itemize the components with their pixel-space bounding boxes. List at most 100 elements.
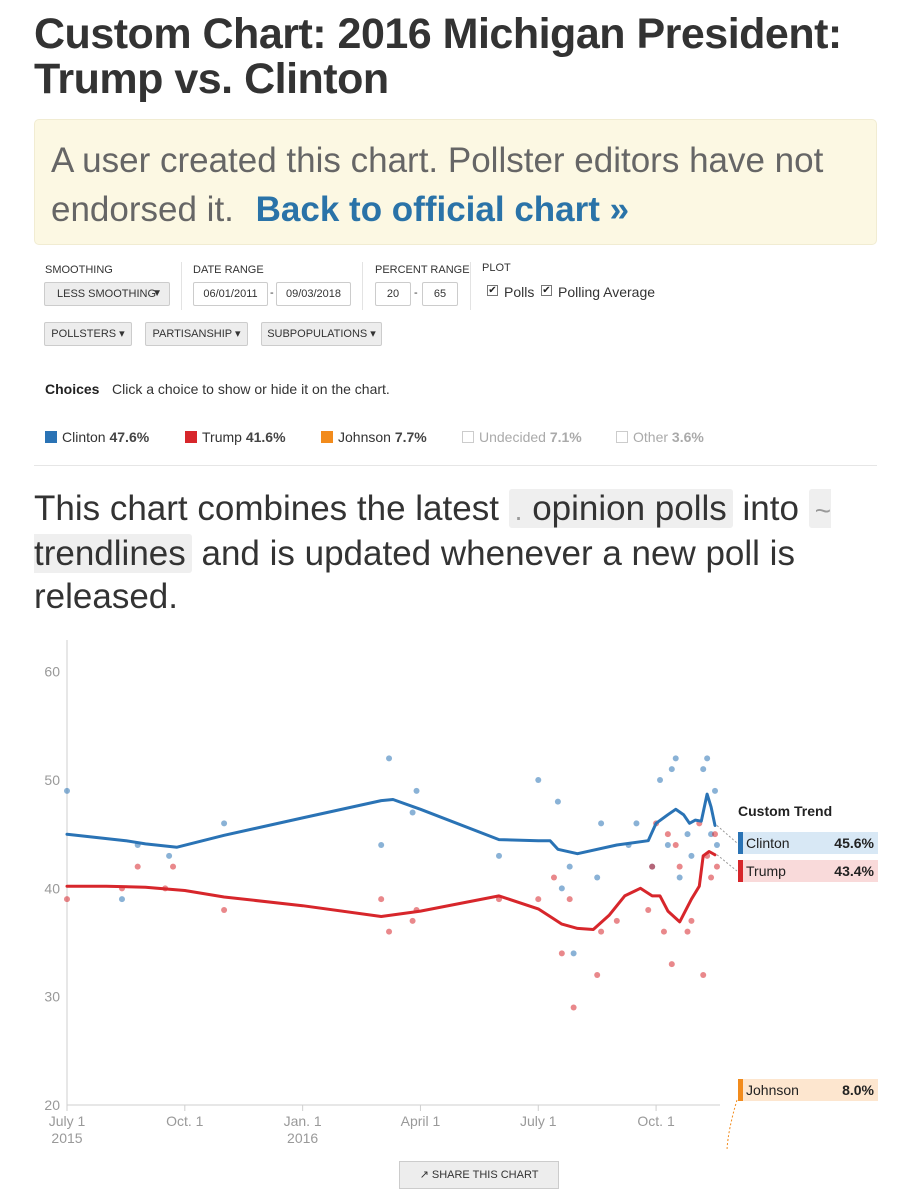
poll-dot-clinton — [64, 787, 70, 794]
poll-dot-clinton — [625, 842, 632, 848]
percent-range-label: PERCENT RANGE — [375, 264, 470, 276]
unchecked-box-icon — [616, 431, 628, 443]
poll-dot-clinton — [535, 777, 542, 783]
poll-dot-clinton — [672, 755, 679, 762]
partisanship-button[interactable]: PARTISANSHIP ▾ — [145, 322, 248, 346]
date-to-input[interactable]: 09/03/2018 — [276, 282, 351, 306]
poll-dot-trump — [170, 863, 177, 870]
dot-icon: . — [514, 495, 523, 526]
back-to-official-link[interactable]: Back to official chart » — [255, 190, 630, 229]
divider — [470, 262, 471, 310]
divider — [34, 465, 877, 466]
poll-dot-clinton — [570, 950, 577, 957]
choice-name: Johnson — [338, 429, 391, 445]
legend-trump: Trump 43.4% — [738, 860, 878, 882]
legend-connector — [716, 854, 738, 872]
polls-checkbox-label: Polls — [504, 284, 535, 300]
choice-name: Other — [633, 429, 669, 445]
y-tick-label: 60 — [44, 664, 60, 680]
legend-name: Trump — [746, 863, 786, 879]
choices-heading: Choices — [45, 381, 100, 397]
poll-dot-clinton — [558, 885, 565, 892]
poll-dot-trump — [664, 831, 671, 838]
poll-dot-clinton — [704, 755, 711, 762]
choice-clinton[interactable]: Clinton 47.6% — [45, 429, 149, 445]
percent-to-input[interactable]: 65 — [422, 282, 458, 306]
poll-dot-clinton — [409, 809, 416, 816]
x-tick-sublabel: 2016 — [287, 1130, 318, 1146]
choice-other[interactable]: Other 3.6% — [616, 429, 704, 445]
chart-description: This chart combines the latest . opinion… — [34, 487, 894, 618]
x-tick-label: Oct. 1 — [166, 1113, 204, 1129]
date-range-dash: - — [270, 287, 274, 299]
share-icon: ↗ — [419, 1169, 429, 1181]
polling-average-checkbox[interactable]: ✔ — [541, 285, 552, 296]
poll-dot-clinton — [664, 842, 671, 848]
choice-undecided[interactable]: Undecided 7.1% — [462, 429, 582, 445]
date-from-input[interactable]: 06/01/2011 — [193, 282, 268, 306]
poll-dot-trump — [162, 885, 169, 892]
poll-dot-trump — [134, 863, 141, 870]
poll-dot-clinton — [496, 852, 502, 859]
poll-dot-clinton — [684, 831, 691, 838]
poll-dot-trump — [653, 820, 660, 827]
poll-dot-trump — [708, 874, 715, 881]
trendlines-text: trendlines — [34, 534, 186, 573]
divider — [181, 262, 182, 310]
legend-value: 43.4% — [834, 863, 874, 879]
percent-from-input[interactable]: 20 — [375, 282, 411, 306]
poll-dot-trump — [496, 896, 502, 903]
legend-value: 45.6% — [834, 835, 874, 851]
poll-dot-clinton — [688, 852, 695, 859]
choice-johnson[interactable]: Johnson 7.7% — [321, 429, 427, 445]
poll-dot-trump — [712, 831, 718, 838]
opinion-polls-text: opinion polls — [532, 489, 727, 528]
poll-dot-trump — [535, 896, 542, 903]
poll-dot-clinton — [598, 820, 605, 827]
smoothing-label: SMOOTHING — [45, 264, 113, 276]
poll-dot-trump — [684, 928, 691, 935]
share-chart-button[interactable]: ↗ SHARE THIS CHART — [399, 1161, 559, 1189]
poll-dot-clinton — [554, 798, 561, 805]
smoothing-value: LESS SMOOTHING — [57, 288, 157, 300]
y-tick-label: 30 — [44, 989, 60, 1005]
desc-part1: This chart combines the latest — [34, 489, 499, 528]
choice-pct: 47.6% — [109, 429, 150, 445]
poll-dot-clinton — [166, 852, 173, 859]
poll-dot-trump — [613, 917, 620, 924]
check-icon — [185, 431, 197, 443]
polls-checkbox[interactable]: ✔ — [487, 285, 498, 296]
poll-dot-clinton — [668, 766, 675, 773]
choice-pct: 7.1% — [549, 429, 582, 445]
choices-hint: Click a choice to show or hide it on the… — [112, 381, 390, 397]
poll-dot-clinton — [378, 842, 385, 848]
legend-name: Johnson — [746, 1082, 799, 1098]
poll-dot-clinton — [676, 874, 683, 881]
choice-pct: 41.6% — [245, 429, 286, 445]
desc-part2: into — [742, 489, 799, 528]
subpopulations-button[interactable]: SUBPOPULATIONS ▾ — [261, 322, 382, 346]
poll-dot-clinton — [657, 777, 664, 783]
choice-trump[interactable]: Trump 41.6% — [185, 429, 286, 445]
poll-dot-trump — [118, 885, 125, 892]
divider — [362, 262, 363, 310]
y-tick-label: 20 — [44, 1097, 60, 1113]
pollsters-button[interactable]: POLLSTERS ▾ — [44, 322, 132, 346]
poll-dot-clinton — [221, 820, 228, 827]
poll-dot-trump — [649, 863, 656, 870]
check-icon — [45, 431, 57, 443]
poll-dot-trump — [386, 928, 393, 935]
legend-color — [738, 1079, 743, 1101]
poll-dot-trump — [409, 917, 416, 924]
share-label: SHARE THIS CHART — [431, 1169, 539, 1181]
poll-dot-trump — [672, 842, 679, 848]
page-title: Custom Chart: 2016 Michigan President: T… — [34, 10, 842, 103]
poll-dot-trump — [645, 907, 652, 913]
legend-color — [738, 832, 743, 854]
x-tick-label: July 1 — [49, 1113, 86, 1129]
legend-title: Custom Trend — [738, 803, 833, 819]
smoothing-select[interactable]: LESS SMOOTHING ▼ — [44, 282, 170, 306]
x-tick-label: Jan. 1 — [284, 1113, 322, 1129]
poll-dot-clinton — [594, 874, 601, 881]
check-icon — [321, 431, 333, 443]
